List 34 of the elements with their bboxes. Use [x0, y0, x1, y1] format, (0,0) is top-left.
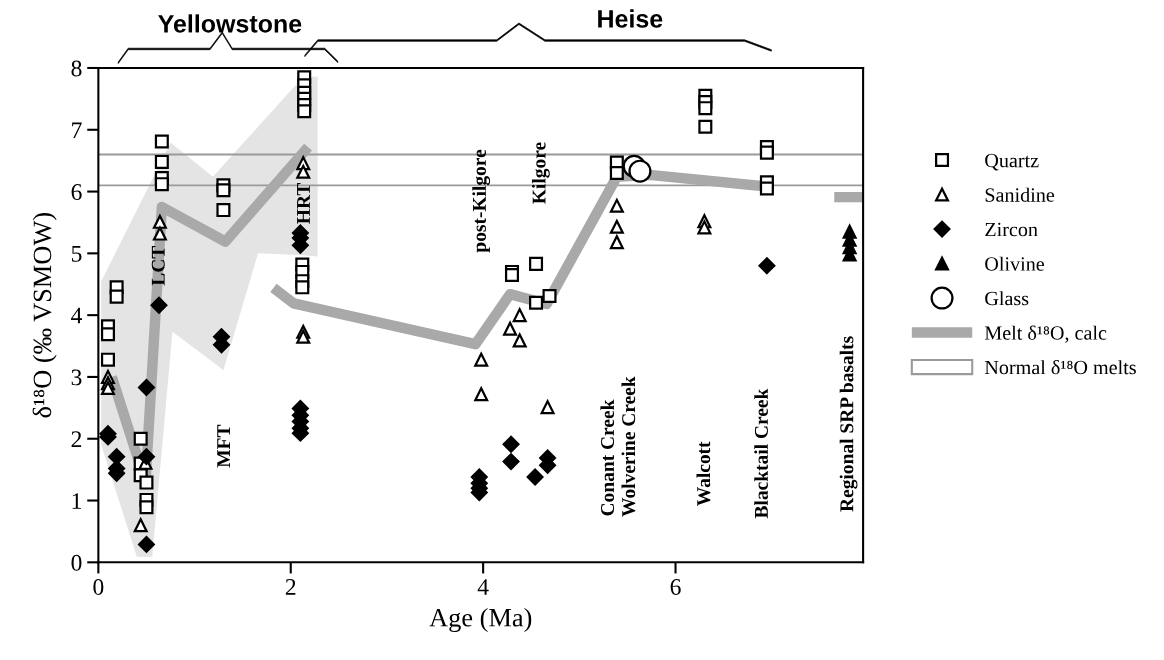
annotation: LCT — [151, 246, 165, 286]
y-tick-label: 2 — [71, 431, 82, 447]
y-tick-label: 8 — [71, 60, 82, 77]
legend-label: Glass — [985, 291, 1029, 306]
legend-label: Olivine — [985, 256, 1045, 271]
annotation: Blacktail Creek — [754, 388, 768, 519]
annotation: Conant Creek — [600, 399, 615, 516]
text: Heise — [598, 9, 663, 28]
x-tick-label: 0 — [93, 578, 104, 595]
legend-label: Sanidine — [985, 187, 1055, 202]
y-tick-label: 4 — [71, 307, 83, 324]
y-tick-label: 7 — [72, 122, 82, 138]
legend-label: Quartz — [985, 153, 1039, 171]
x-axis-title: Age (Ma) — [429, 608, 532, 633]
y-tick-label: 5 — [71, 246, 82, 262]
x-tick-label: 4 — [477, 579, 489, 595]
annotation: HRT — [297, 183, 310, 224]
annotation: MFT — [217, 424, 230, 468]
y-tick-label: 1 — [72, 493, 81, 509]
y-tick-label: 3 — [71, 369, 82, 386]
annotation: Walcott — [696, 441, 711, 506]
y-tick-label: 0 — [71, 554, 82, 571]
text: Yellowstone — [158, 14, 302, 33]
legend-label: Normal δ¹⁸O melts — [984, 360, 1136, 375]
y-tick-label: 6 — [71, 184, 82, 200]
x-tick-label: 2 — [285, 579, 296, 595]
legend-label: Melt δ¹⁸O, calc — [984, 325, 1107, 343]
annotation: post-Kilgore — [472, 149, 491, 253]
annotation: Kilgore — [531, 142, 550, 204]
x-tick-label: 6 — [670, 579, 681, 595]
annotation: Wolverine Creek — [621, 376, 636, 517]
annotation: Regional SRP basalts — [839, 336, 858, 512]
y-axis-title: δ¹⁸O (‰ VSMOW) — [32, 213, 57, 418]
legend-label: Zircon — [985, 222, 1038, 237]
